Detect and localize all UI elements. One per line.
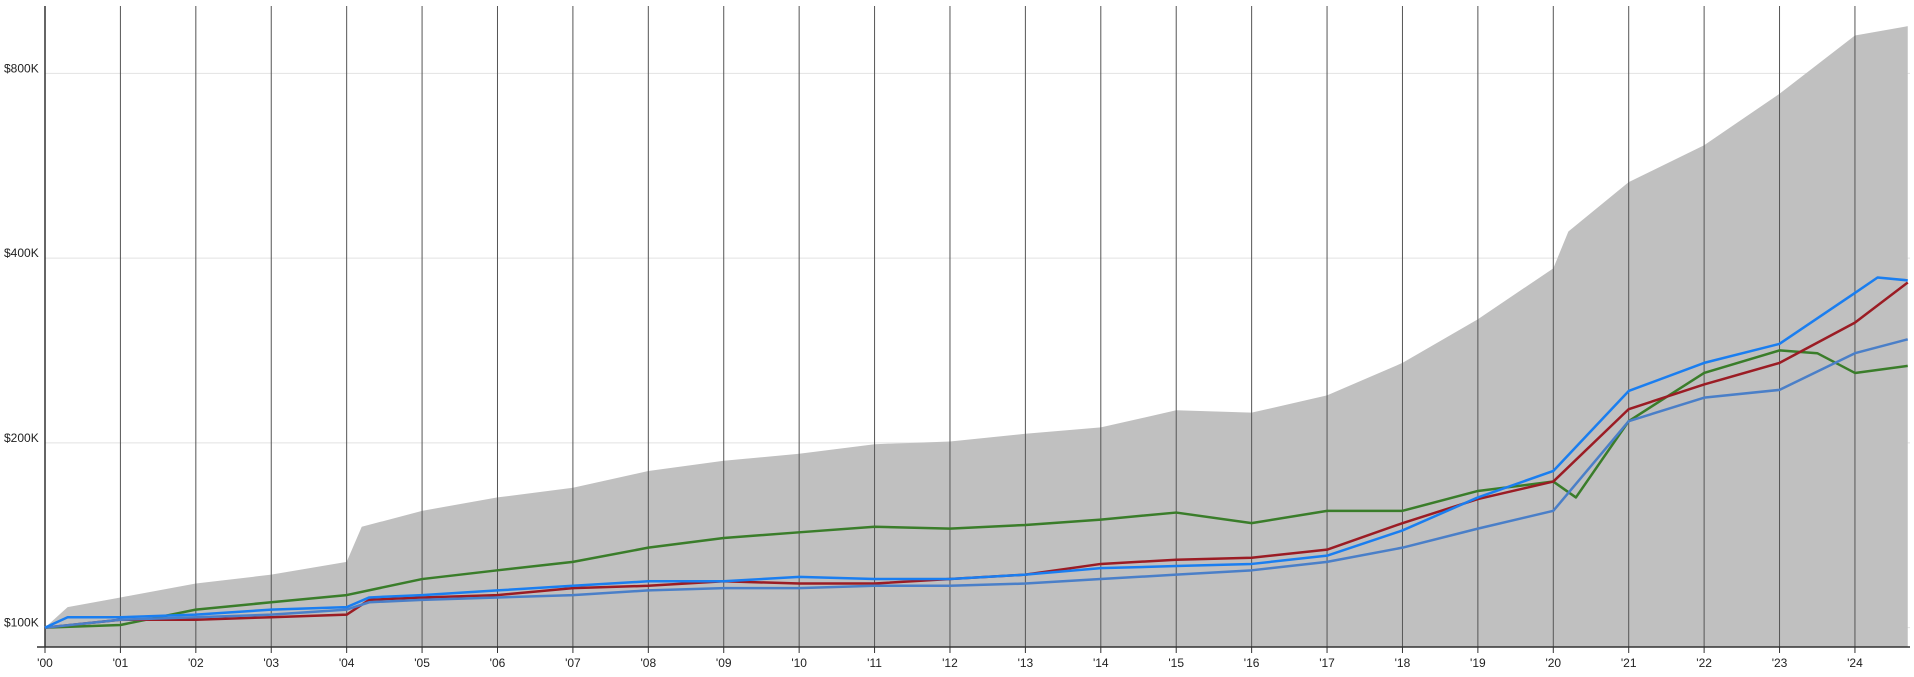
x-tick-label: '08 <box>640 656 656 670</box>
y-tick-label: $400K <box>4 246 39 260</box>
x-tick-label: '22 <box>1696 656 1712 670</box>
x-tick-label: '10 <box>791 656 807 670</box>
x-tick-label: '13 <box>1018 656 1034 670</box>
x-tick-label: '23 <box>1772 656 1788 670</box>
x-tick-label: '21 <box>1621 656 1637 670</box>
x-tick-label: '09 <box>716 656 732 670</box>
x-tick-label: '20 <box>1545 656 1561 670</box>
x-tick-label: '14 <box>1093 656 1109 670</box>
y-tick-label: $100K <box>4 616 39 630</box>
x-tick-label: '01 <box>113 656 129 670</box>
x-tick-label: '00 <box>37 656 53 670</box>
x-tick-label: '24 <box>1847 656 1863 670</box>
line <box>44 338 1909 629</box>
x-tick-label: '03 <box>263 656 279 670</box>
x-tick-label: '04 <box>339 656 355 670</box>
x-tick-label: '18 <box>1395 656 1411 670</box>
x-tick-label: '17 <box>1319 656 1335 670</box>
x-tick-label: '15 <box>1168 656 1184 670</box>
x-tick-label: '16 <box>1244 656 1260 670</box>
x-tick-label: '05 <box>414 656 430 670</box>
line <box>44 276 1908 629</box>
x-tick-label: '06 <box>490 656 506 670</box>
x-tick-label: '02 <box>188 656 204 670</box>
x-tick-label: '19 <box>1470 656 1486 670</box>
x-tick-label: '07 <box>565 656 581 670</box>
x-tick-label: '11 <box>867 656 882 670</box>
x-tick-label: '12 <box>942 656 958 670</box>
y-tick-label: $200K <box>4 431 39 445</box>
y-tick-label: $800K <box>4 61 39 75</box>
area <box>45 26 1908 647</box>
